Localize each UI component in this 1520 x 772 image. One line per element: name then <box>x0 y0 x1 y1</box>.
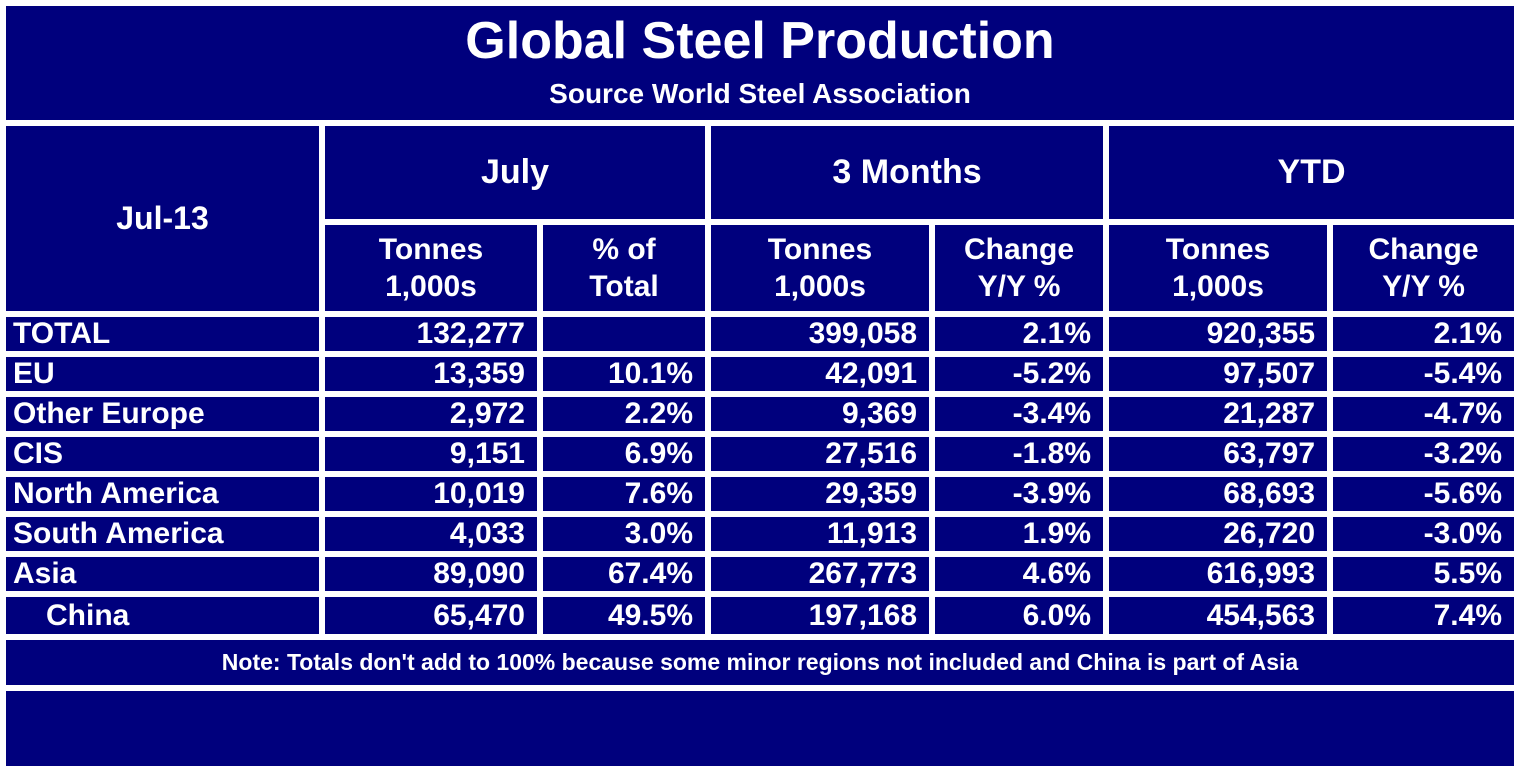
subheader-ytd-change: Change Y/Y % <box>1327 219 1514 318</box>
subheader-line1: Change <box>1368 232 1479 266</box>
header-sub-row: Tonnes 1,000s % of Total Tonnes 1,000s C… <box>6 219 1514 318</box>
july-pct-cell: 49.5% <box>536 591 712 638</box>
ytd-change-cell: -5.6% <box>1327 471 1514 518</box>
subheader-line2: 1,000s <box>774 270 866 304</box>
subheader-line1: % of <box>592 232 656 266</box>
subheader-ytd-tonnes: Tonnes 1,000s <box>1103 219 1334 318</box>
region-cell: Asia <box>6 551 325 598</box>
3months-tonnes-cell: 399,058 <box>705 311 936 358</box>
july-pct-cell: 7.6% <box>536 471 712 518</box>
july-tonnes-cell: 2,972 <box>319 391 543 438</box>
subheader-line2: 1,000s <box>1172 270 1264 304</box>
ytd-change-cell: -3.2% <box>1327 431 1514 478</box>
ytd-tonnes-cell: 454,563 <box>1103 591 1334 638</box>
ytd-change-cell: 7.4% <box>1327 591 1514 638</box>
steel-production-table: Jul-13 July 3 Months YTD Tonnes 1,000s %… <box>6 123 1514 638</box>
ytd-tonnes-cell: 97,507 <box>1103 351 1334 398</box>
july-tonnes-cell: 13,359 <box>319 351 543 398</box>
subheader-line1: Change <box>964 232 1075 266</box>
ytd-tonnes-cell: 68,693 <box>1103 471 1334 518</box>
table-row-eu: EU 13,359 10.1% 42,091 -5.2% 97,507 -5.4… <box>6 351 1514 398</box>
ytd-change-cell: -4.7% <box>1327 391 1514 438</box>
3months-change-cell: -1.8% <box>929 431 1110 478</box>
table-row-total: TOTAL 132,277 399,058 2.1% 920,355 2.1% <box>6 311 1514 358</box>
july-tonnes-cell: 65,470 <box>319 591 543 638</box>
region-cell: TOTAL <box>6 311 325 358</box>
3months-tonnes-cell: 29,359 <box>705 471 936 518</box>
table-row-china: China 65,470 49.5% 197,168 6.0% 454,563 … <box>6 591 1514 638</box>
subheader-3months-change: Change Y/Y % <box>929 219 1110 318</box>
subheader-july-tonnes: Tonnes 1,000s <box>319 219 543 318</box>
ytd-tonnes-cell: 26,720 <box>1103 511 1334 558</box>
table-row-other-europe: Other Europe 2,972 2.2% 9,369 -3.4% 21,2… <box>6 391 1514 438</box>
3months-tonnes-cell: 42,091 <box>705 351 936 398</box>
page-subtitle: Source World Steel Association <box>549 78 971 110</box>
subheader-line2: Y/Y % <box>977 270 1061 304</box>
page-title: Global Steel Production <box>465 12 1055 70</box>
july-pct-cell: 67.4% <box>536 551 712 598</box>
july-pct-cell: 6.9% <box>536 431 712 478</box>
group-header-ytd: YTD <box>1103 123 1514 226</box>
3months-tonnes-cell: 197,168 <box>705 591 936 638</box>
july-pct-cell <box>536 311 712 358</box>
region-cell: EU <box>6 351 325 398</box>
period-cell: Jul-13 <box>6 123 325 318</box>
ytd-tonnes-cell: 21,287 <box>1103 391 1334 438</box>
ytd-change-cell: -5.4% <box>1327 351 1514 398</box>
ytd-tonnes-cell: 63,797 <box>1103 431 1334 478</box>
subheader-line1: Tonnes <box>1165 232 1271 266</box>
region-cell: CIS <box>6 431 325 478</box>
subheader-line1: Tonnes <box>378 232 484 266</box>
3months-change-cell: 4.6% <box>929 551 1110 598</box>
3months-tonnes-cell: 9,369 <box>705 391 936 438</box>
july-tonnes-cell: 4,033 <box>319 511 543 558</box>
july-tonnes-cell: 132,277 <box>319 311 543 358</box>
table-row-north-america: North America 10,019 7.6% 29,359 -3.9% 6… <box>6 471 1514 518</box>
table-row-cis: CIS 9,151 6.9% 27,516 -1.8% 63,797 -3.2% <box>6 431 1514 478</box>
region-cell: North America <box>6 471 325 518</box>
group-header-3months: 3 Months <box>705 123 1110 226</box>
ytd-tonnes-cell: 920,355 <box>1103 311 1334 358</box>
3months-tonnes-cell: 11,913 <box>705 511 936 558</box>
july-pct-cell: 3.0% <box>536 511 712 558</box>
3months-change-cell: -3.4% <box>929 391 1110 438</box>
subheader-line2: Total <box>589 270 659 304</box>
ytd-change-cell: 2.1% <box>1327 311 1514 358</box>
title-block: Global Steel Production Source World Ste… <box>6 6 1514 127</box>
july-pct-cell: 2.2% <box>536 391 712 438</box>
3months-change-cell: -5.2% <box>929 351 1110 398</box>
region-cell: China <box>6 591 325 638</box>
july-tonnes-cell: 89,090 <box>319 551 543 598</box>
ytd-tonnes-cell: 616,993 <box>1103 551 1334 598</box>
subheader-july-pct: % of Total <box>536 219 712 318</box>
table-row-south-america: South America 4,033 3.0% 11,913 1.9% 26,… <box>6 511 1514 558</box>
region-cell: Other Europe <box>6 391 325 438</box>
table-row-asia: Asia 89,090 67.4% 267,773 4.6% 616,993 5… <box>6 551 1514 598</box>
3months-change-cell: -3.9% <box>929 471 1110 518</box>
july-tonnes-cell: 10,019 <box>319 471 543 518</box>
subheader-3months-tonnes: Tonnes 1,000s <box>705 219 936 318</box>
subheader-line2: 1,000s <box>385 270 477 304</box>
group-header-july: July <box>318 123 712 226</box>
july-tonnes-cell: 9,151 <box>319 431 543 478</box>
3months-tonnes-cell: 27,516 <box>705 431 936 478</box>
july-pct-cell: 10.1% <box>536 351 712 398</box>
3months-change-cell: 1.9% <box>929 511 1110 558</box>
footnote-text: Note: Totals don't add to 100% because s… <box>221 649 1299 676</box>
footnote: Note: Totals don't add to 100% because s… <box>6 634 1514 692</box>
subheader-line1: Tonnes <box>767 232 873 266</box>
region-cell: South America <box>6 511 325 558</box>
3months-change-cell: 2.1% <box>929 311 1110 358</box>
3months-tonnes-cell: 267,773 <box>705 551 936 598</box>
header-group-row: Jul-13 July 3 Months YTD <box>6 123 1514 318</box>
ytd-change-cell: -3.0% <box>1327 511 1514 558</box>
ytd-change-cell: 5.5% <box>1327 551 1514 598</box>
3months-change-cell: 6.0% <box>929 591 1110 638</box>
subheader-line2: Y/Y % <box>1382 270 1465 304</box>
